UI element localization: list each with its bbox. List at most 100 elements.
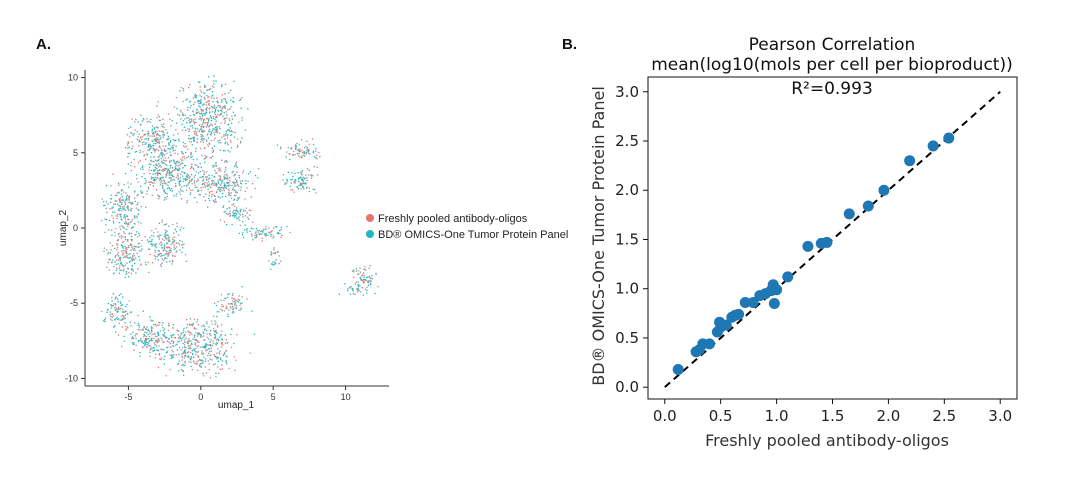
umap-cell-point xyxy=(219,219,222,221)
umap-cell-point xyxy=(360,279,362,281)
umap-cell-point xyxy=(188,181,191,183)
umap-cell-point xyxy=(202,129,204,131)
umap-cell-point xyxy=(230,131,232,133)
umap-cell-point xyxy=(208,344,210,346)
umap-cell-point xyxy=(151,182,154,184)
umap-cell-point xyxy=(233,212,236,215)
umap-cell-point xyxy=(184,360,186,362)
umap-cell-point xyxy=(141,239,143,241)
umap-cell-point xyxy=(168,177,170,179)
umap-cell-point xyxy=(203,122,205,124)
umap-cell-point xyxy=(149,332,151,334)
umap-cell-point xyxy=(160,178,162,180)
umap-cell-point xyxy=(299,156,301,158)
umap-cell-point xyxy=(315,148,317,150)
umap-cell-point xyxy=(179,336,181,338)
umap-cell-point xyxy=(125,228,127,230)
umap-cell-point xyxy=(153,324,155,326)
umap-cell-point xyxy=(215,80,217,82)
umap-cell-point xyxy=(236,207,238,209)
umap-cell-point xyxy=(131,240,133,242)
umap-cell-point xyxy=(232,187,234,189)
umap-cell-point xyxy=(303,188,305,190)
umap-cell-point xyxy=(282,174,284,176)
umap-cell-point xyxy=(156,134,158,136)
umap-cell-point xyxy=(216,97,218,99)
umap-cell-point xyxy=(204,113,206,115)
umap-cell-point xyxy=(119,265,121,267)
umap-cell-point xyxy=(150,328,153,330)
umap-cell-point xyxy=(118,232,120,235)
umap-cell-point xyxy=(238,175,240,177)
umap-cell-point xyxy=(239,189,242,191)
umap-cell-point xyxy=(117,301,119,303)
umap-cell-point xyxy=(128,257,130,259)
umap-cell-point xyxy=(120,319,123,321)
umap-cell-point xyxy=(199,86,201,88)
umap-cell-point xyxy=(163,239,165,241)
umap-cell-point xyxy=(196,180,198,183)
umap-cell-point xyxy=(294,179,296,181)
umap-cell-point xyxy=(213,195,215,197)
umap-cell-point xyxy=(315,157,317,159)
umap-cell-point xyxy=(196,112,199,114)
umap-cell-point xyxy=(241,302,243,304)
umap-cell-point xyxy=(138,340,140,342)
umap-cell-point xyxy=(162,170,164,173)
umap-cell-point xyxy=(205,139,208,141)
umap-cell-point xyxy=(158,234,160,236)
umap-cell-point xyxy=(131,220,133,222)
umap-cell-point xyxy=(208,125,210,128)
umap-cell-point xyxy=(160,245,162,247)
umap-cell-point xyxy=(220,308,222,311)
umap-cell-point xyxy=(233,298,236,300)
umap-cell-point xyxy=(161,182,163,185)
umap-cell-point xyxy=(238,196,241,199)
umap-cell-point xyxy=(203,356,205,358)
umap-cell-point xyxy=(206,106,208,109)
umap-cell-point xyxy=(294,154,296,156)
umap-cell-point xyxy=(226,114,228,116)
umap-cell-point xyxy=(187,174,189,176)
umap-cell-point xyxy=(209,345,212,347)
umap-cell-point xyxy=(112,220,114,222)
umap-cell-point xyxy=(220,170,222,172)
umap-cell-point xyxy=(131,258,133,260)
umap-cell-point xyxy=(237,218,239,220)
umap-cell-point xyxy=(224,106,226,109)
umap-cell-point xyxy=(362,278,365,281)
umap-cell-point xyxy=(223,221,226,223)
umap-cell-point xyxy=(214,200,216,202)
umap-cell-point xyxy=(224,134,227,136)
umap-cell-point xyxy=(204,155,206,157)
umap-cell-point xyxy=(170,172,173,174)
umap-cell-point xyxy=(136,195,138,197)
umap-cell-point xyxy=(169,249,171,251)
umap-cell-point xyxy=(140,263,142,265)
umap-cell-point xyxy=(295,148,297,151)
umap-cell-point xyxy=(157,337,159,340)
umap-cell-point xyxy=(104,319,106,321)
umap-cell-point xyxy=(200,127,202,129)
umap-cell-point xyxy=(221,306,223,308)
umap-cell-point xyxy=(107,302,109,305)
umap-cell-point xyxy=(296,142,298,145)
umap-cell-point xyxy=(194,343,196,345)
umap-cell-point xyxy=(194,197,196,199)
umap-cell-point xyxy=(182,331,184,334)
umap-cell-point xyxy=(162,327,164,329)
umap-cell-point xyxy=(364,268,366,270)
umap-cell-point xyxy=(213,145,216,147)
umap-cell-point xyxy=(181,159,183,162)
umap-cell-point xyxy=(242,172,244,174)
umap-cell-point xyxy=(196,363,198,365)
umap-cell-point xyxy=(240,208,242,211)
legend-swatch-bd-panel xyxy=(366,230,374,238)
umap-cell-point xyxy=(196,319,199,321)
umap-cell-point xyxy=(250,227,253,229)
umap-cell-point xyxy=(224,120,226,122)
umap-cell-point xyxy=(230,134,232,137)
umap-cell-point xyxy=(200,366,202,368)
umap-cell-point xyxy=(227,184,230,186)
umap-cell-point xyxy=(163,180,165,183)
